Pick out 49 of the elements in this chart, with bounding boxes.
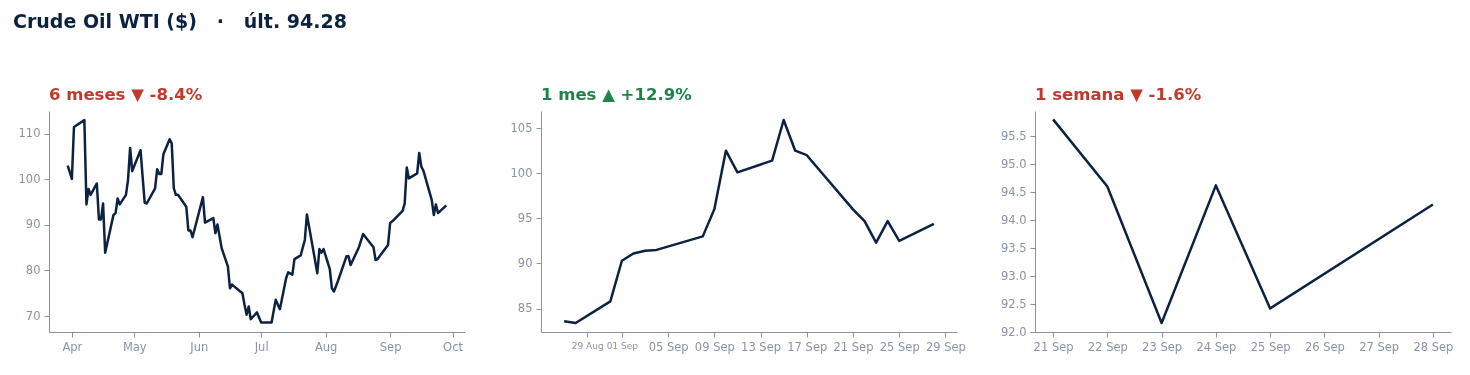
x-tick-label: 21 Sep [833, 339, 874, 354]
y-tick-label: 90 [25, 217, 41, 232]
x-tick-label: 22 Sep [1087, 339, 1128, 354]
x-tick-label: May [122, 339, 147, 354]
chart-subtitle: 6 meses ▼ -8.4% [49, 84, 203, 104]
x-tick-label: 23 Sep [1142, 339, 1183, 354]
y-tick-label: 94.0 [1000, 212, 1027, 227]
y-tick-label: 93.5 [1000, 240, 1027, 255]
chart-title: Crude Oil WTI ($) · últ. 94.28 [13, 10, 347, 32]
y-tick-label: 85 [517, 301, 533, 316]
x-tick-label: 26 Sep [1304, 339, 1345, 354]
y-tick-label: 105 [510, 120, 533, 135]
y-tick-label: 92.0 [1000, 324, 1027, 339]
x-tick-label: 27 Sep [1359, 339, 1400, 354]
x-tick-label: Apr [62, 339, 83, 354]
y-tick-label: 92.5 [1000, 296, 1027, 311]
y-tick-label: 95.0 [1000, 156, 1027, 171]
x-tick-label: 25 Sep [1250, 339, 1291, 354]
x-tick-label: 09 Sep [694, 339, 735, 354]
line-series [66, 118, 448, 324]
y-tick-label: 90 [517, 255, 533, 270]
x-tick-label: 01 Sep [606, 340, 639, 351]
y-tick-label: 100 [510, 165, 533, 180]
line-series [562, 118, 936, 325]
x-tick-label: 17 Sep [787, 339, 828, 354]
x-tick-label: Jun [189, 339, 209, 354]
x-tick-label: 29 Aug [571, 340, 604, 351]
line-series [1051, 118, 1435, 325]
x-tick-label: 28 Sep [1413, 339, 1454, 354]
chart-subtitle: 1 mes ▲ +12.9% [541, 84, 693, 104]
y-tick-label: 94.5 [1000, 184, 1027, 199]
chart-subtitle: 1 semana ▼ -1.6% [1035, 84, 1202, 104]
x-tick-label: Oct [443, 339, 464, 354]
x-tick-label: 05 Sep [648, 339, 689, 354]
x-tick-label: Jul [253, 339, 269, 354]
y-tick-label: 80 [25, 262, 41, 277]
y-tick-label: 95.5 [1000, 128, 1027, 143]
x-tick-label: Aug [314, 339, 338, 354]
x-tick-label: Sep [379, 339, 402, 354]
y-tick-label: 93.0 [1000, 268, 1027, 283]
y-tick-label: 100 [18, 171, 41, 186]
x-tick-label: 29 Sep [925, 339, 966, 354]
x-tick-label: 21 Sep [1033, 339, 1074, 354]
x-tick-label: 24 Sep [1196, 339, 1237, 354]
y-tick-label: 110 [18, 126, 41, 141]
x-tick-label: 25 Sep [879, 339, 920, 354]
y-tick-label: 70 [25, 308, 41, 323]
x-tick-label: 13 Sep [741, 339, 782, 354]
y-tick-label: 95 [517, 210, 533, 225]
